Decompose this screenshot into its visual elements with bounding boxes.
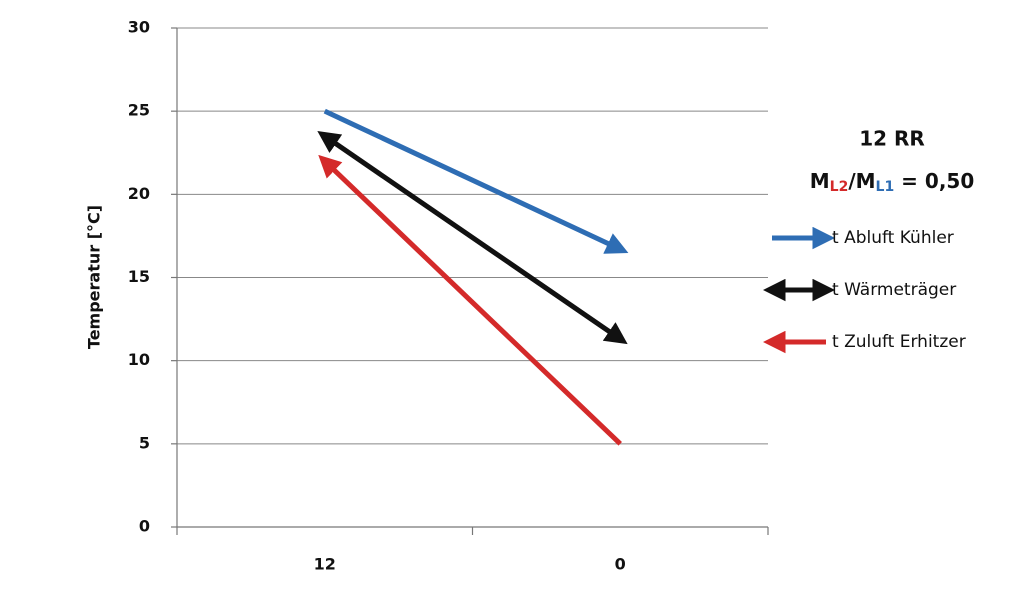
y-tick-label: 30 <box>128 18 150 37</box>
series-line <box>318 154 622 446</box>
x-tick-label: 0 <box>615 555 626 574</box>
ratio-sub: L1 <box>876 179 895 195</box>
series-line <box>323 108 629 254</box>
series-line <box>317 131 628 345</box>
y-tick-label: 15 <box>128 267 150 286</box>
y-axis-label: Temperatur [°C] <box>85 205 104 349</box>
ratio-part: = 0,50 <box>894 169 974 193</box>
x-tick-label: 12 <box>314 555 336 574</box>
annotation-ratio: ML2/ML1 = 0,50 <box>810 169 975 196</box>
legend-label: t Abluft Kühler <box>832 228 954 248</box>
y-tick-label: 10 <box>128 350 150 369</box>
ratio-part: M <box>810 169 830 193</box>
legend-label: t Wärmeträger <box>832 280 956 300</box>
y-tick-label: 20 <box>128 184 150 203</box>
annotation-title: 12 RR <box>859 127 925 151</box>
ratio-sub: L2 <box>830 179 849 195</box>
ratio-part: /M <box>848 169 875 193</box>
y-tick-label: 0 <box>139 517 150 536</box>
legend-label: t Zuluft Erhitzer <box>832 332 966 352</box>
y-tick-label: 5 <box>139 433 150 452</box>
y-tick-label: 25 <box>128 101 150 120</box>
